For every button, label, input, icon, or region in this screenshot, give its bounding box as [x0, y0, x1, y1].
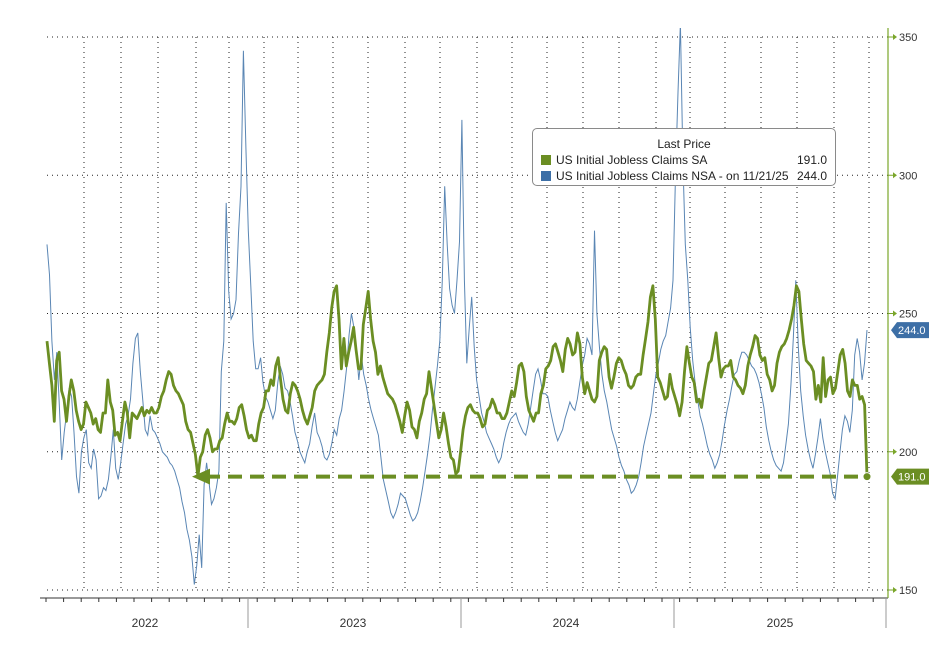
- last-point-marker: [862, 472, 872, 482]
- legend-name-sa: US Initial Jobless Claims SA: [556, 153, 708, 167]
- x-tick-label: 2024: [553, 616, 580, 630]
- y-tick-label: 350: [899, 32, 917, 44]
- series-layer: [45, 28, 869, 585]
- x-tick-label: 2022: [132, 616, 159, 630]
- y-tick-marker: [893, 448, 897, 455]
- legend: Last Price US Initial Jobless Claims SA …: [532, 128, 836, 186]
- legend-name-nsa: US Initial Jobless Claims NSA - on 11/21…: [556, 169, 789, 183]
- x-tick-label: 2025: [767, 616, 794, 630]
- reference-arrowhead: [192, 468, 210, 485]
- series-line-nsa: [46, 28, 868, 585]
- y-tick-label: 200: [899, 447, 917, 459]
- x-tick-label: 2023: [340, 616, 367, 630]
- y-tick-label: 250: [899, 309, 917, 321]
- legend-swatch-nsa: [541, 171, 551, 181]
- y-tick-label: 300: [899, 170, 917, 182]
- legend-row-sa: US Initial Jobless Claims SA 191.0: [541, 153, 827, 168]
- last-value-labels: 244.0 191.0: [891, 322, 929, 485]
- y-tick-marker: [893, 310, 897, 317]
- y-tick-label: 150: [899, 585, 917, 597]
- legend-value-nsa: 244.0: [796, 169, 827, 183]
- legend-value-sa: 191.0: [796, 153, 827, 167]
- legend-title: Last Price: [657, 137, 711, 151]
- x-axis: 2022 2023 2024 2025: [40, 597, 888, 630]
- last-label-sa-text: 191.0: [898, 472, 926, 484]
- legend-swatch-sa: [541, 155, 551, 165]
- last-label-sa-bg: [891, 468, 929, 485]
- reference-line-layer: [192, 468, 872, 485]
- y-axis: 150 200 250 300 350: [887, 28, 917, 598]
- last-label-nsa-bg: [891, 322, 929, 339]
- last-label-nsa-text: 244.0: [898, 325, 926, 337]
- series-line-sa: [45, 284, 869, 478]
- grid-layer: [47, 36, 888, 591]
- y-tick-marker: [893, 34, 897, 40]
- y-tick-marker: [893, 587, 897, 593]
- y-tick-marker: [893, 172, 897, 179]
- legend-row-nsa: US Initial Jobless Claims NSA - on 11/21…: [541, 169, 827, 184]
